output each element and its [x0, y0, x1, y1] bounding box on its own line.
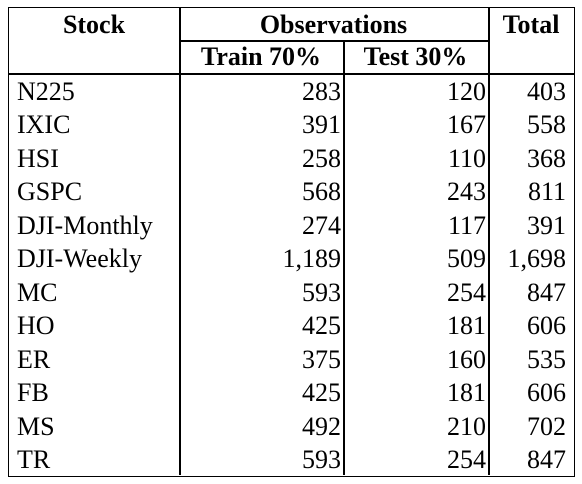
- table-row: MC 593 254 847: [9, 276, 574, 310]
- cell-test: 254: [447, 277, 486, 307]
- cell-train: 375: [302, 344, 341, 374]
- cell-stock: ER: [17, 344, 51, 374]
- table-row: MS 492 210 702: [9, 410, 574, 444]
- cell-total: 811: [527, 177, 566, 207]
- header-train: Train 70%: [200, 42, 322, 71]
- table-row: DJI-Weekly 1,189 509 1,698: [9, 243, 574, 277]
- table-row: ER 375 160 535: [9, 343, 574, 377]
- header-observations: Observations: [259, 9, 408, 39]
- cell-test: 110: [447, 143, 486, 173]
- table-row: HSI 258 110 368: [9, 142, 574, 176]
- cell-train: 425: [302, 311, 341, 341]
- cell-train: 425: [302, 378, 341, 408]
- cell-total: 606: [527, 311, 566, 341]
- cell-test: 254: [447, 445, 486, 475]
- divider-observations-total: [488, 8, 490, 475]
- cell-total: 847: [527, 277, 566, 307]
- header-stock: Stock: [62, 9, 126, 39]
- cell-test: 167: [447, 110, 486, 140]
- cell-train: 258: [302, 143, 341, 173]
- cell-stock: TR: [17, 445, 51, 475]
- cell-test: 120: [447, 76, 486, 106]
- table-row: FB 425 181 606: [9, 377, 574, 411]
- table-row: DJI-Monthly 274 117 391: [9, 209, 574, 243]
- cell-total: 535: [527, 344, 566, 374]
- cell-train: 274: [302, 210, 341, 240]
- header-row-1: Stock Observations Total: [9, 8, 574, 41]
- cell-test: 160: [447, 344, 486, 374]
- table-row: HO 425 181 606: [9, 310, 574, 344]
- cell-test: 181: [447, 378, 486, 408]
- cell-total: 606: [527, 378, 566, 408]
- header-row-2: Train 70% Test 30%: [9, 41, 574, 73]
- divider-stock: [179, 8, 181, 475]
- cell-test: 509: [447, 244, 486, 274]
- cell-total: 558: [527, 110, 566, 140]
- table-row: GSPC 568 243 811: [9, 176, 574, 210]
- cell-stock: DJI-Weekly: [17, 244, 142, 274]
- cell-train: 1,189: [282, 244, 342, 274]
- divider-train-test: [343, 41, 345, 475]
- cell-train: 391: [302, 110, 341, 140]
- cell-train: 492: [302, 411, 341, 441]
- cell-total: 403: [527, 76, 566, 106]
- divider-observations-sub: [179, 40, 489, 42]
- cell-test: 117: [447, 210, 486, 240]
- cell-stock: HSI: [17, 143, 59, 173]
- divider-header-body: [9, 73, 574, 75]
- cell-stock: DJI-Monthly: [17, 210, 153, 240]
- cell-test: 181: [447, 311, 486, 341]
- table-row: TR 593 254 847: [9, 444, 574, 478]
- cell-train: 593: [302, 277, 341, 307]
- table-row: N225 283 120 403: [9, 75, 574, 109]
- header-total: Total: [502, 9, 560, 39]
- cell-stock: MS: [17, 411, 55, 441]
- cell-train: 568: [302, 177, 341, 207]
- cell-total: 391: [527, 210, 566, 240]
- cell-test: 210: [447, 411, 486, 441]
- cell-stock: N225: [17, 76, 75, 106]
- data-table: Stock Observations Total Train 70% Test …: [8, 7, 575, 477]
- cell-stock: IXIC: [17, 110, 71, 140]
- cell-total: 847: [527, 445, 566, 475]
- cell-stock: GSPC: [17, 177, 83, 207]
- cell-test: 243: [447, 177, 486, 207]
- cell-total: 1,698: [507, 244, 567, 274]
- cell-train: 283: [302, 76, 341, 106]
- cell-stock: FB: [17, 378, 49, 408]
- cell-total: 702: [527, 411, 566, 441]
- cell-train: 593: [302, 445, 341, 475]
- cell-stock: HO: [17, 311, 55, 341]
- table-row: IXIC 391 167 558: [9, 109, 574, 143]
- cell-total: 368: [527, 143, 566, 173]
- cell-stock: MC: [17, 277, 58, 307]
- header-test: Test 30%: [363, 42, 468, 71]
